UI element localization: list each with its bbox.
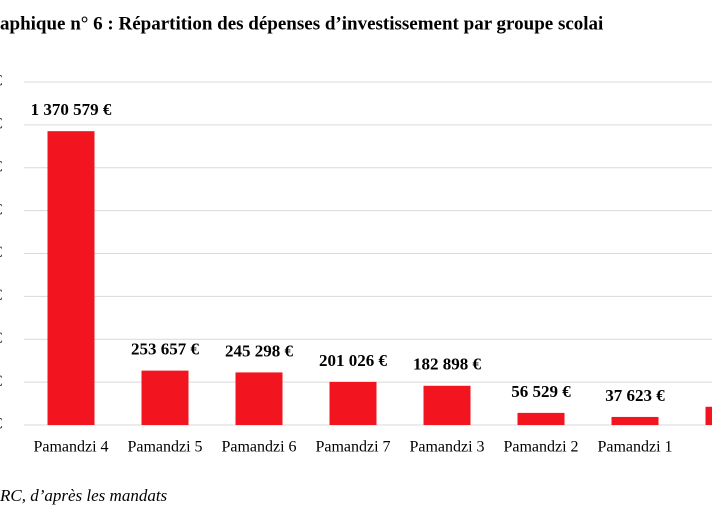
x-tick-label: Pamandzi 7 bbox=[315, 439, 390, 456]
bar bbox=[423, 385, 471, 425]
y-tick-label: € bbox=[0, 373, 2, 390]
y-tick-label: € bbox=[0, 330, 2, 347]
y-tick-label: € bbox=[0, 73, 2, 90]
value-label: 253 657 € bbox=[131, 340, 200, 359]
y-tick-label: € bbox=[0, 287, 2, 304]
bar bbox=[611, 416, 659, 425]
x-tick-label: Pamandzi 5 bbox=[127, 439, 202, 456]
value-label: 56 529 € bbox=[511, 382, 571, 401]
source-note: RC, d’après les mandats bbox=[0, 486, 168, 505]
y-tick-label: € bbox=[0, 158, 2, 175]
value-label: 1 370 579 € bbox=[31, 100, 112, 119]
bar bbox=[235, 372, 283, 425]
value-label: 201 026 € bbox=[319, 351, 388, 370]
value-label: 37 623 € bbox=[605, 386, 665, 405]
x-tick-label: Pamandzi 3 bbox=[409, 439, 484, 456]
y-tick-label: € bbox=[0, 416, 2, 433]
y-tick-label: € bbox=[0, 201, 2, 218]
value-label: 245 298 € bbox=[225, 341, 294, 360]
bar bbox=[329, 381, 377, 425]
value-label: 182 898 € bbox=[413, 355, 482, 374]
x-tick-label: Pamandzi 4 bbox=[33, 439, 108, 456]
bar bbox=[141, 370, 189, 425]
bar bbox=[705, 406, 712, 425]
bar bbox=[47, 131, 95, 425]
x-tick-label: Pamandzi 2 bbox=[503, 439, 578, 456]
y-tick-label: € bbox=[0, 244, 2, 261]
y-tick-label: € bbox=[0, 116, 2, 133]
x-tick-label: Pamandzi 1 bbox=[597, 439, 672, 456]
bar bbox=[517, 412, 565, 425]
x-tick-label: Pamandzi 6 bbox=[221, 439, 296, 456]
chart-title: aphique n° 6 : Répartition des dépenses … bbox=[0, 13, 603, 34]
